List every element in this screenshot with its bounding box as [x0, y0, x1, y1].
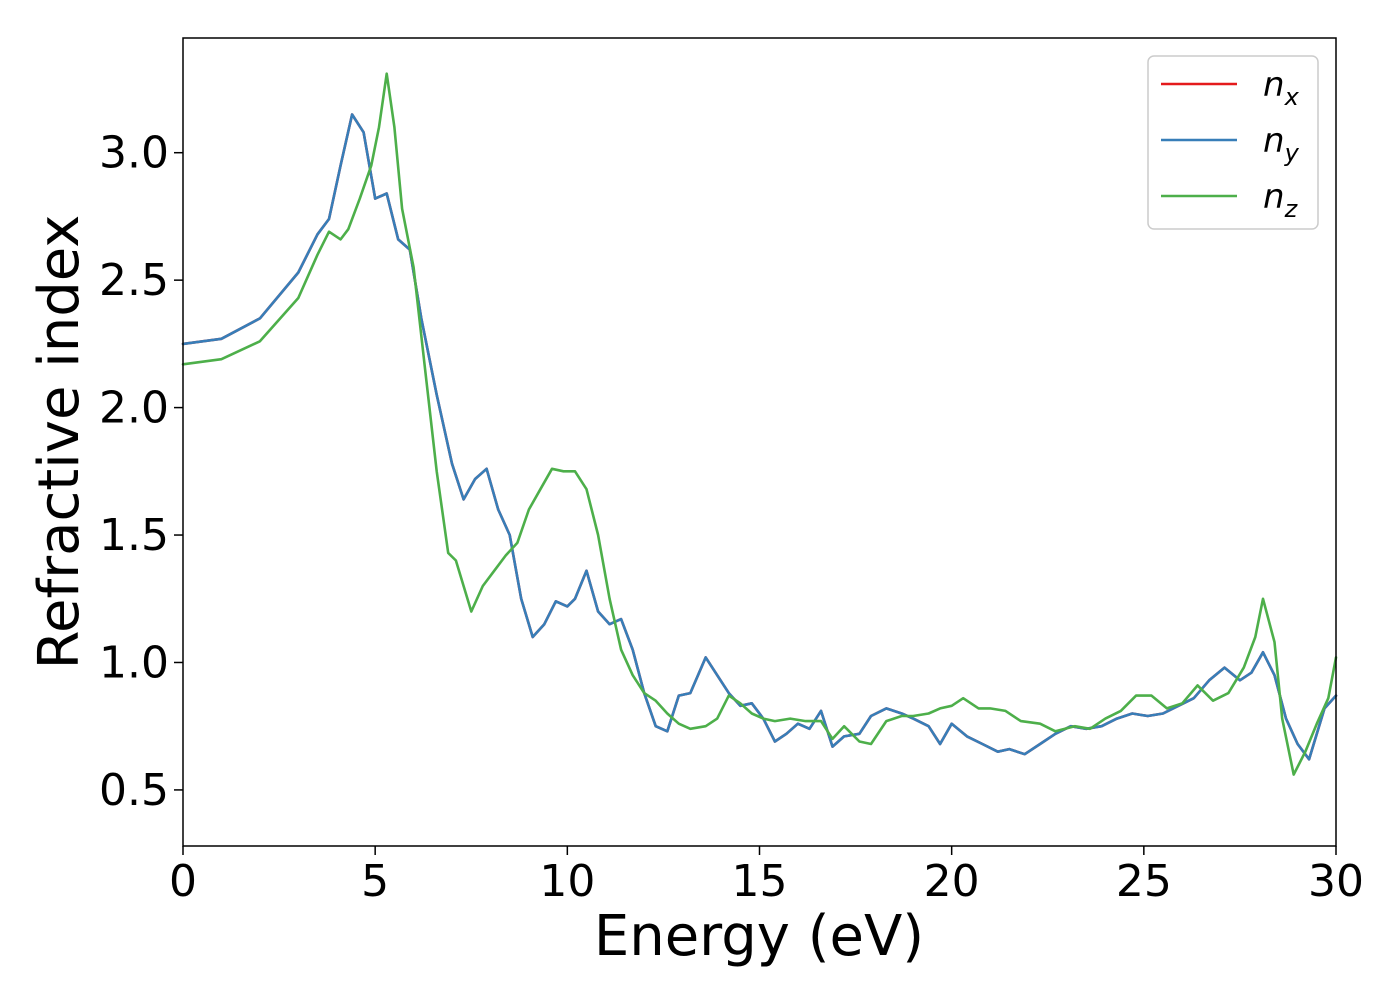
y-tick-label: 2.5	[99, 255, 169, 306]
legend-label-z: nz	[1263, 177, 1299, 223]
x-tick-label: 15	[732, 856, 788, 907]
y-tick-label: 1.5	[99, 510, 169, 561]
legend: nx ny nz	[1147, 55, 1319, 230]
y-axis-label: Refractive index	[27, 215, 92, 670]
x-axis-ticks: 0 5 10 15 20 25 30	[169, 846, 1364, 907]
x-tick-label: 10	[539, 856, 595, 907]
legend-label-x: nx	[1263, 65, 1300, 111]
series-line-z	[181, 72, 1338, 776]
x-tick-label: 5	[361, 856, 389, 907]
x-axis-label: Energy (eV)	[594, 904, 924, 969]
y-tick-label: 0.5	[99, 765, 169, 816]
x-tick-label: 0	[169, 856, 197, 907]
legend-box	[1147, 55, 1319, 230]
x-tick-label: 25	[1116, 856, 1172, 907]
y-tick-label: 3.0	[99, 128, 169, 179]
y-tick-label: 1.0	[99, 637, 169, 688]
y-tick-label: 2.0	[99, 383, 169, 434]
x-tick-label: 30	[1308, 856, 1364, 907]
plot-lines	[181, 72, 1338, 776]
y-axis-ticks: 0.5 1.0 1.5 2.0 2.5 3.0	[99, 128, 183, 816]
x-tick-label: 20	[924, 856, 980, 907]
legend-label-y: ny	[1263, 121, 1300, 167]
